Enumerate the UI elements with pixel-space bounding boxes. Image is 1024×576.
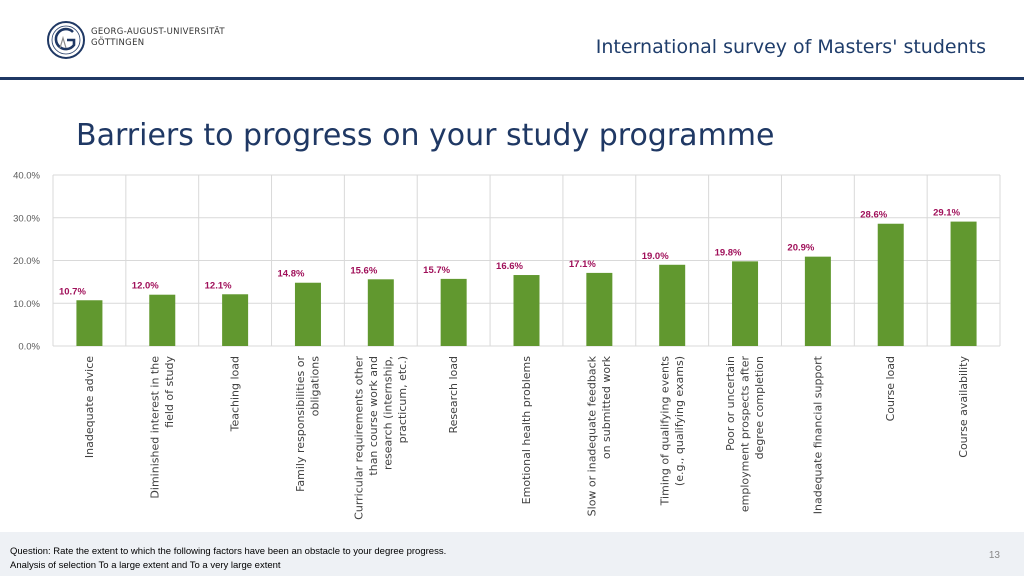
bar	[149, 294, 176, 346]
category-label: Family responsibilities or	[294, 356, 307, 492]
category-label: Research load	[447, 356, 460, 433]
y-tick-label: 30.0%	[13, 213, 40, 224]
data-label: 15.6%	[350, 265, 377, 276]
data-label: 17.1%	[569, 259, 596, 270]
category-label: obligations	[309, 356, 322, 417]
university-name-line2: GÖTTINGEN	[91, 38, 145, 48]
category-label: Slow or inadequate feedback	[586, 355, 599, 516]
data-label: 10.7%	[59, 286, 86, 297]
bar	[440, 278, 467, 346]
bar	[804, 256, 831, 346]
bar-chart: 0.0% 10.0% 20.0% 30.0% 40.0% 10.7% Inadequate …	[13, 171, 1001, 520]
data-label: 16.6%	[496, 261, 523, 272]
survey-question: Question: Rate the extent to which the f…	[10, 546, 447, 557]
category-label: Inadequate financial support	[811, 355, 824, 514]
bar	[877, 223, 904, 346]
chart-title: Barriers to progress on your study progr…	[76, 118, 775, 153]
bar	[732, 261, 759, 346]
y-tick-label: 40.0%	[13, 171, 40, 182]
data-label: 29.1%	[933, 208, 960, 219]
footer-notes: Question: Rate the extent to which the f…	[10, 545, 446, 573]
data-label: 12.1%	[205, 280, 232, 291]
category-label: Diminished interest in the	[149, 356, 162, 499]
category-label: Course load	[884, 356, 897, 421]
page-number: 13	[988, 550, 1000, 561]
bar	[294, 282, 321, 346]
university-seal-icon	[47, 21, 85, 59]
category-label: field of study	[163, 356, 176, 428]
university-name: GEORG-AUGUST-UNIVERSITÄT GÖTTINGEN	[91, 27, 225, 49]
category-label: employment prospects after	[739, 356, 752, 513]
bar	[659, 264, 686, 346]
y-tick-label: 10.0%	[13, 299, 40, 310]
data-label: 28.6%	[860, 210, 887, 221]
category-label: practicum, etc.)	[396, 356, 409, 443]
category-label: research (internship,	[382, 356, 395, 470]
bar	[586, 272, 613, 346]
data-label: 15.7%	[423, 265, 450, 276]
category-label: Teaching load	[229, 356, 242, 432]
bar	[950, 221, 977, 346]
category-label: Curricular requirements other	[353, 356, 366, 520]
y-tick-label: 0.0%	[18, 342, 40, 353]
slide-subtitle: International survey of Masters' student…	[595, 36, 986, 58]
category-label: (e.g., qualifying exams)	[673, 356, 686, 486]
category-label: Course availability	[957, 356, 970, 458]
bar	[76, 300, 103, 346]
category-label: on submitted work	[600, 355, 613, 459]
bar	[222, 294, 249, 346]
category-label: degree completion	[753, 356, 766, 459]
data-label: 19.8%	[715, 247, 742, 258]
category-label: Emotional health problems	[520, 356, 533, 505]
data-label: 12.0%	[132, 281, 159, 292]
category-label: Inadequate advice	[83, 356, 96, 458]
category-label: Poor or uncertain	[724, 356, 737, 451]
bar	[367, 279, 394, 346]
analysis-note: Analysis of selection To a large extent …	[10, 560, 281, 571]
category-label: than course work and	[367, 356, 380, 476]
data-label: 20.9%	[787, 243, 814, 254]
header-divider	[0, 77, 1024, 80]
y-tick-label: 20.0%	[13, 256, 40, 267]
slide-header: GEORG-AUGUST-UNIVERSITÄT GÖTTINGEN Inter…	[0, 0, 1024, 80]
bar	[513, 275, 540, 346]
data-label: 14.8%	[277, 269, 304, 280]
data-label: 19.0%	[642, 251, 669, 262]
university-name-line1: GEORG-AUGUST-UNIVERSITÄT	[91, 27, 225, 37]
category-label: Timing of qualifying events	[658, 356, 671, 507]
slide-footer: Question: Rate the extent to which the f…	[0, 532, 1024, 576]
